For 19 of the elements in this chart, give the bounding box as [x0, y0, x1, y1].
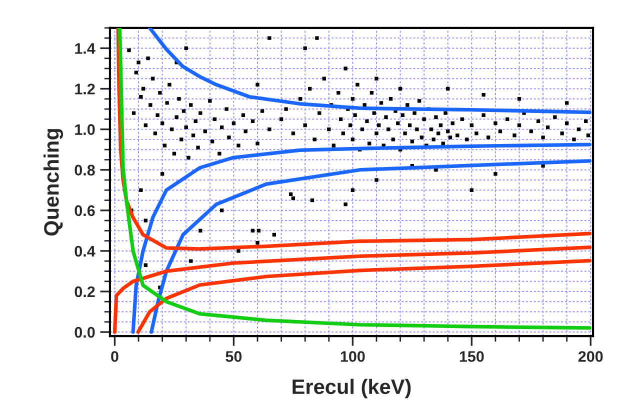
y-tick-label: 1.4	[75, 43, 96, 54]
line-series	[136, 258, 592, 334]
x-tick-label: 100	[340, 351, 365, 362]
y-tick-label: 0.6	[74, 205, 95, 216]
y-tick-label: 0.0	[74, 326, 95, 338]
x-tick-label: 200	[578, 351, 603, 362]
x-tick-label: 50	[226, 351, 242, 362]
y-tick-label: 0.2	[74, 286, 95, 298]
y-axis-title: Quenching	[44, 129, 64, 236]
x-axis-title: Erecul (keV)	[292, 378, 411, 398]
line-series	[148, 28, 592, 114]
y-tick-label: 0.8	[74, 164, 95, 176]
x-tick-label: 150	[460, 351, 484, 362]
y-tick-label: 0.4	[74, 246, 96, 257]
line-series	[118, 28, 592, 330]
y-tick-label: 1.0	[75, 124, 95, 135]
y-tick-label: 1.2	[75, 84, 95, 94]
x-tick-label: 0	[111, 351, 118, 362]
line-series	[112, 245, 592, 334]
